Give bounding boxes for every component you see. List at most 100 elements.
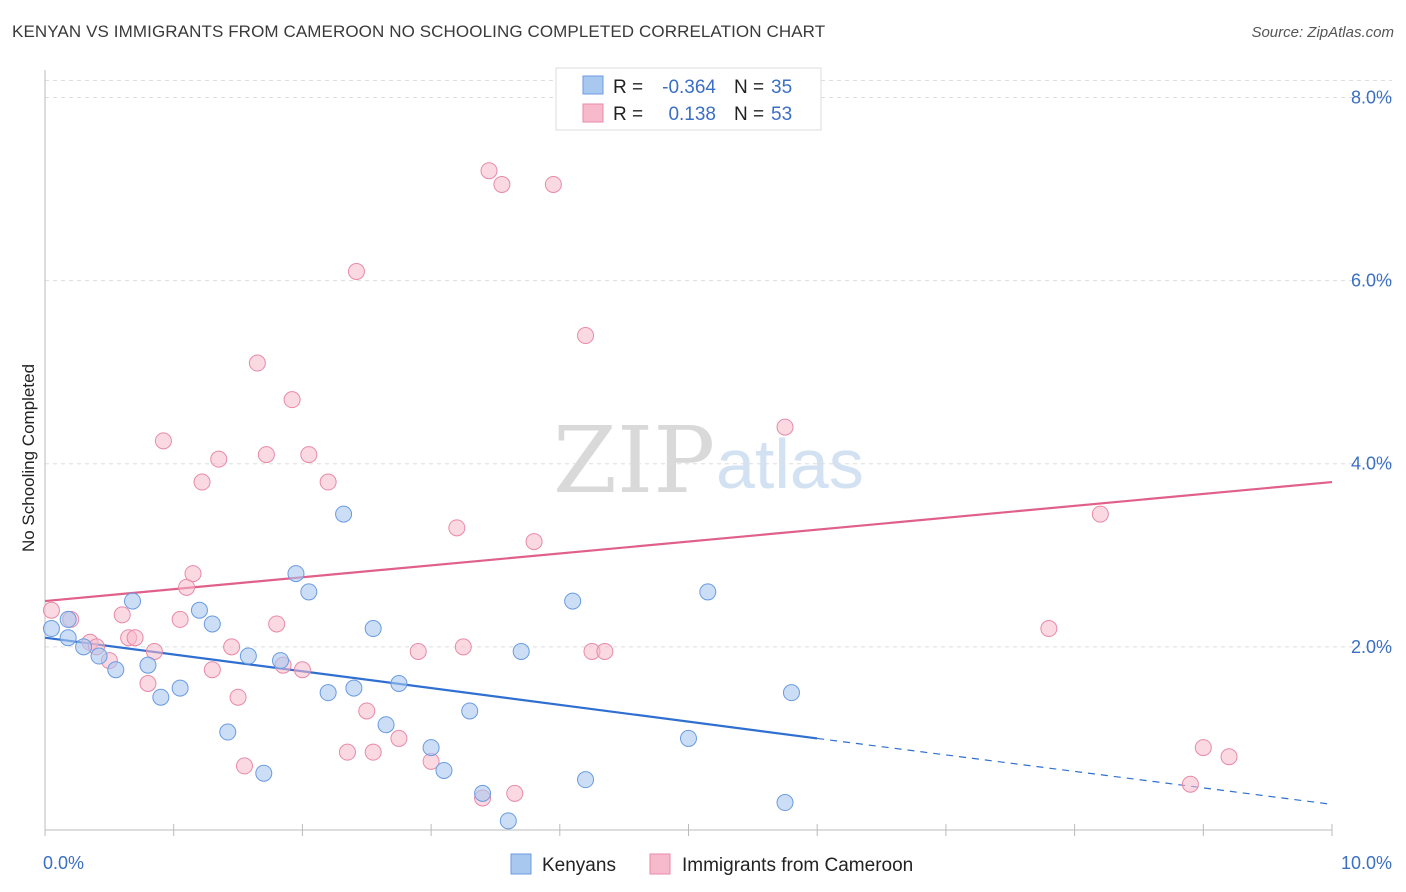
point-cameroon <box>283 391 301 409</box>
point-cameroon <box>544 175 562 193</box>
point-kenyans <box>287 565 305 583</box>
x-tick-label-max: 10.0% <box>1341 853 1392 873</box>
correlation-legend: R = -0.364 N = 35 R = 0.138 N = 53 <box>555 67 822 131</box>
point-kenyans <box>203 615 221 633</box>
legend-n-value-kenyans: 35 <box>771 77 792 98</box>
point-kenyans <box>42 620 60 638</box>
legend-r-label-cameroon: R = <box>613 104 643 125</box>
point-cameroon <box>1040 620 1058 638</box>
point-cameroon <box>268 615 286 633</box>
point-cameroon <box>596 642 614 660</box>
bottom-legend-swatch-cameroon <box>649 853 671 875</box>
point-kenyans <box>139 656 157 674</box>
point-cameroon <box>1091 505 1109 523</box>
point-kenyans <box>435 761 453 779</box>
point-cameroon <box>338 743 356 761</box>
point-cameroon <box>235 757 253 775</box>
point-kenyans <box>461 702 479 720</box>
y-tick-label: 8.0% <box>1351 87 1392 107</box>
point-kenyans <box>335 505 353 523</box>
y-tick-label: 2.0% <box>1351 637 1392 657</box>
point-kenyans <box>474 784 492 802</box>
point-kenyans <box>124 592 142 610</box>
point-cameroon <box>776 418 794 436</box>
point-kenyans <box>59 629 77 647</box>
point-kenyans <box>776 794 794 812</box>
point-kenyans <box>564 592 582 610</box>
point-cameroon <box>1194 739 1212 757</box>
tick-labels: 2.0% 4.0% 6.0% 8.0% 0.0% 10.0% <box>43 87 1392 873</box>
legend-swatch-kenyans <box>582 75 604 95</box>
point-cameroon <box>454 638 472 656</box>
series-legend: Kenyans Immigrants from Cameroon <box>510 853 913 876</box>
trend-lines <box>44 480 1333 805</box>
point-cameroon <box>493 175 511 193</box>
point-cameroon <box>1220 748 1238 766</box>
point-kenyans <box>75 638 93 656</box>
point-kenyans <box>107 661 125 679</box>
point-cameroon <box>139 674 157 692</box>
point-cameroon <box>390 729 408 747</box>
point-kenyans <box>190 601 208 619</box>
source-credit: Source: ZipAtlas.com <box>1251 24 1394 41</box>
point-kenyans <box>680 729 697 747</box>
legend-swatch-cameroon <box>582 103 604 123</box>
bottom-legend-label-cameroon: Immigrants from Cameroon <box>682 855 913 876</box>
watermark-zip: ZIP <box>553 407 715 514</box>
point-kenyans <box>59 610 77 628</box>
point-kenyans <box>390 674 408 692</box>
point-cameroon <box>319 473 337 491</box>
point-cameroon <box>1181 775 1199 793</box>
point-kenyans <box>577 771 595 789</box>
y-axis-title: No Schooling Completed <box>19 364 38 552</box>
point-cameroon <box>178 578 196 596</box>
point-cameroon <box>409 642 427 660</box>
point-kenyans <box>345 679 363 697</box>
point-kenyans <box>90 647 108 665</box>
bottom-legend-label-kenyans: Kenyans <box>542 855 616 876</box>
point-cameroon <box>364 743 382 761</box>
trend-line-kenyans-extension <box>817 737 1333 805</box>
point-kenyans <box>255 764 273 782</box>
point-cameroon <box>448 519 466 537</box>
bottom-legend-swatch-kenyans <box>510 853 532 875</box>
point-cameroon <box>347 262 365 280</box>
point-kenyans <box>364 620 382 638</box>
point-kenyans <box>219 723 237 741</box>
point-kenyans <box>699 583 717 601</box>
point-cameroon <box>210 450 228 468</box>
point-cameroon <box>223 638 241 656</box>
point-kenyans <box>499 812 517 830</box>
point-cameroon <box>203 661 221 679</box>
point-cameroon <box>229 688 247 706</box>
legend-r-label-kenyans: R = <box>613 77 643 98</box>
point-cameroon <box>300 446 318 464</box>
point-cameroon <box>171 610 189 628</box>
point-cameroon <box>126 629 144 647</box>
trend-line-cameroon <box>44 480 1333 603</box>
point-cameroon <box>248 354 266 372</box>
point-kenyans <box>512 642 530 660</box>
point-cameroon <box>480 162 498 180</box>
legend-n-label-cameroon: N = <box>734 104 764 125</box>
point-cameroon <box>506 784 524 802</box>
point-kenyans <box>377 716 395 734</box>
point-cameroon <box>184 565 202 583</box>
point-kenyans <box>300 583 318 601</box>
point-kenyans <box>152 688 170 706</box>
point-cameroon <box>293 661 311 679</box>
point-cameroon <box>358 702 376 720</box>
point-cameroon <box>525 533 543 551</box>
x-tick-label-min: 0.0% <box>43 853 84 873</box>
point-kenyans <box>319 684 337 702</box>
point-cameroon <box>193 473 211 491</box>
point-kenyans <box>782 684 800 702</box>
point-cameroon <box>42 601 60 619</box>
point-kenyans <box>171 679 189 697</box>
legend-r-value-cameroon: 0.138 <box>668 104 716 125</box>
gridlines <box>45 79 1392 648</box>
point-kenyans <box>422 739 440 757</box>
chart-title: KENYAN VS IMMIGRANTS FROM CAMEROON NO SC… <box>12 22 826 41</box>
point-cameroon <box>577 327 595 345</box>
point-cameroon <box>145 642 163 660</box>
